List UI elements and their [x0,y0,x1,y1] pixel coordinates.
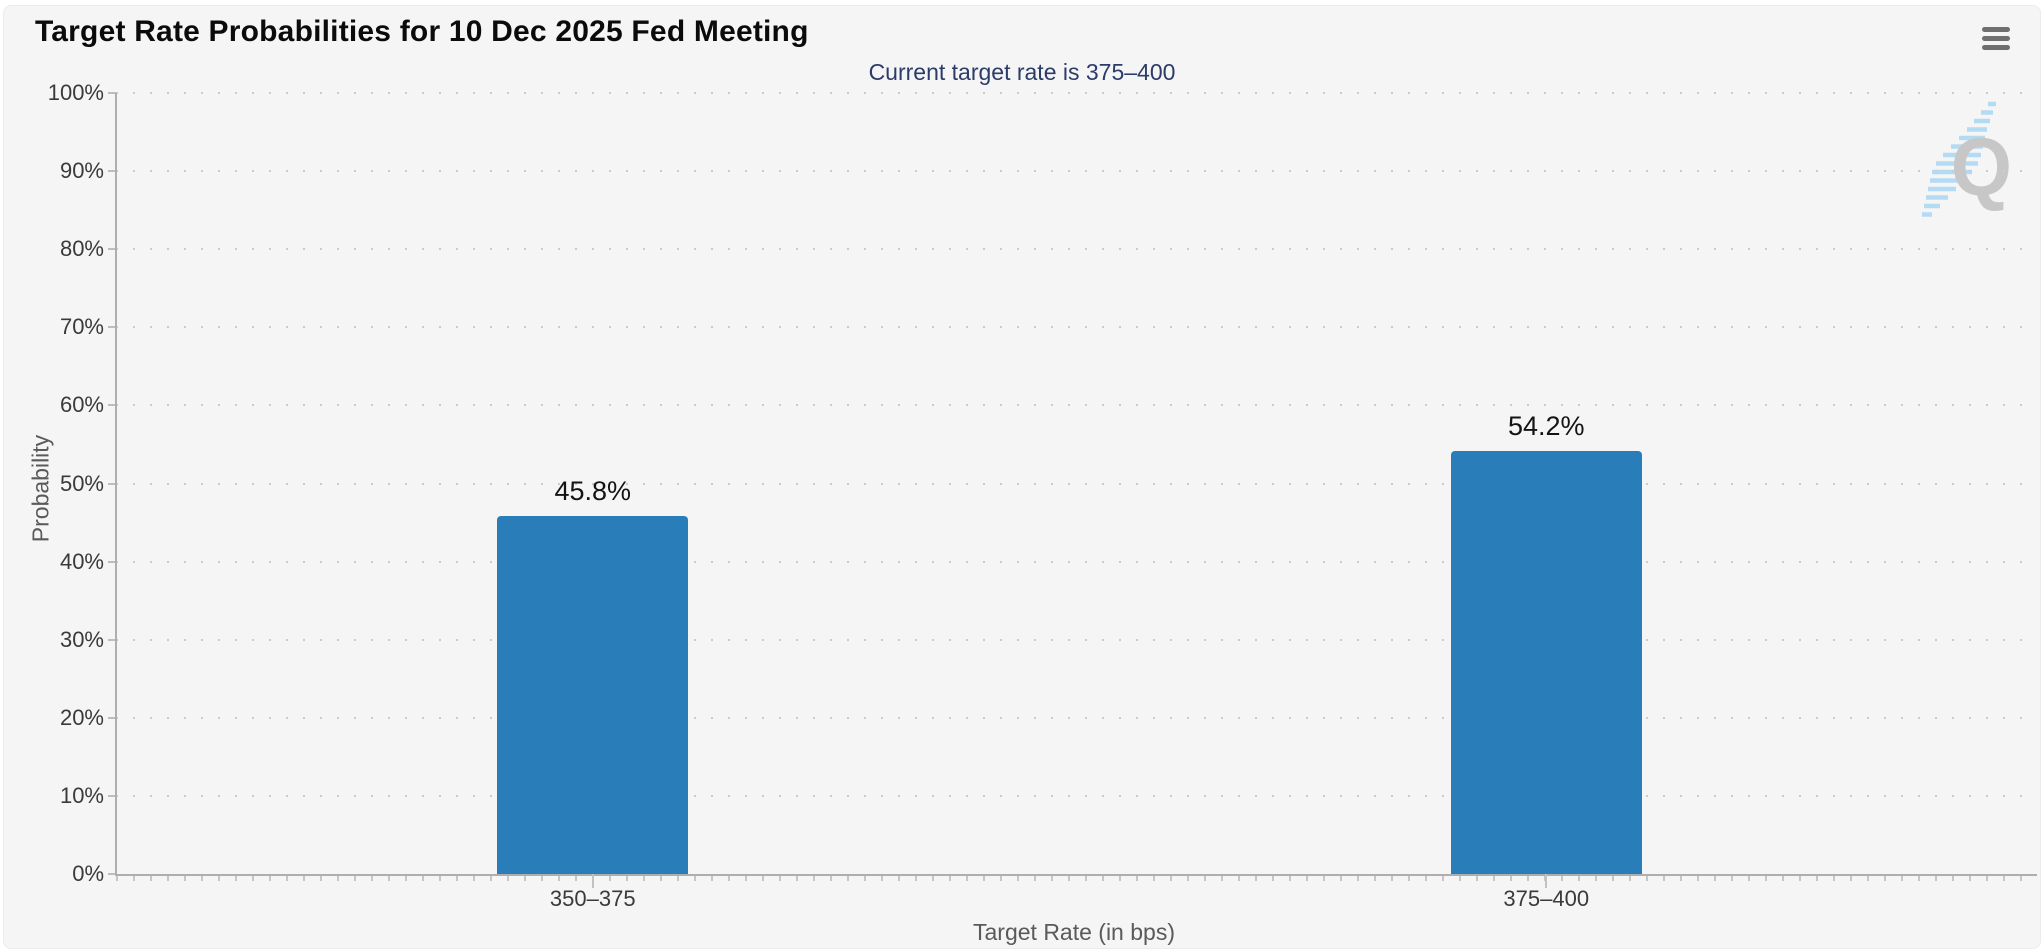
y-axis-tick [108,560,116,563]
watermark-hatch-icon [1922,101,1996,217]
probability-bar[interactable] [1450,450,1642,874]
probability-bar[interactable] [497,516,689,874]
hamburger-menu-icon [1982,26,2010,32]
x-axis-tick [591,874,594,888]
y-axis-tick [108,248,116,251]
bar-value-label: 45.8% [554,476,632,507]
y-gridline [116,482,2023,485]
y-gridline [116,404,2023,407]
y-gridline [116,248,2023,251]
x-axis-tick-label: 375–400 [1503,886,1590,911]
chart-context-menu-button[interactable] [1982,22,2016,54]
y-axis-title: Probability [27,434,54,543]
quikstrike-watermark-logo: Q [1922,101,2012,217]
y-axis-tick-label: 40% [59,548,104,574]
y-gridline [116,560,2023,563]
y-axis-tick [108,92,116,94]
y-axis-tick [108,326,116,329]
x-axis-minor-ticks [116,876,2037,881]
y-axis-tick [108,404,116,407]
y-axis-tick-label: 90% [59,158,104,184]
x-axis-tick-label: 350–375 [549,886,636,911]
y-axis-tick-label: 50% [59,470,104,496]
y-axis-tick-label: 0% [72,861,104,886]
y-gridline [116,326,2023,329]
watermark-q-letter: Q [1951,122,2012,214]
x-axis-title: Target Rate (in bps) [973,919,1175,945]
bar-value-label: 54.2% [1507,410,1585,441]
y-gridline [116,794,2023,797]
y-gridline [116,716,2023,719]
y-axis-tick-label: 70% [59,314,104,340]
y-axis-tick [108,170,116,173]
y-gridline [116,92,2023,94]
y-axis-tick [108,716,116,719]
hamburger-menu-icon [1982,35,2010,41]
y-axis-tick-label: 60% [59,392,104,418]
y-axis-line [115,93,117,875]
y-axis-tick [108,482,116,485]
x-axis-line [115,874,2037,876]
y-axis-tick [108,794,116,797]
chart-title: Target Rate Probabilities for 10 Dec 202… [35,15,809,48]
y-gridline [116,170,2023,173]
chart-panel: Target Rate Probabilities for 10 Dec 202… [3,5,2041,949]
y-axis-tick-label: 10% [59,782,104,808]
chart-subtitle: Current target rate is 375–400 [868,59,1176,85]
y-axis-tick-label: 20% [59,704,104,730]
y-gridline [116,638,2023,641]
x-axis-tick [1545,874,1548,888]
y-axis-tick-label: 30% [59,626,104,652]
y-axis-tick-label: 80% [59,236,104,262]
y-axis-tick [108,638,116,641]
hamburger-menu-icon [1982,44,2010,50]
y-axis-tick-label: 100% [47,80,104,105]
y-axis-tick [108,873,116,875]
